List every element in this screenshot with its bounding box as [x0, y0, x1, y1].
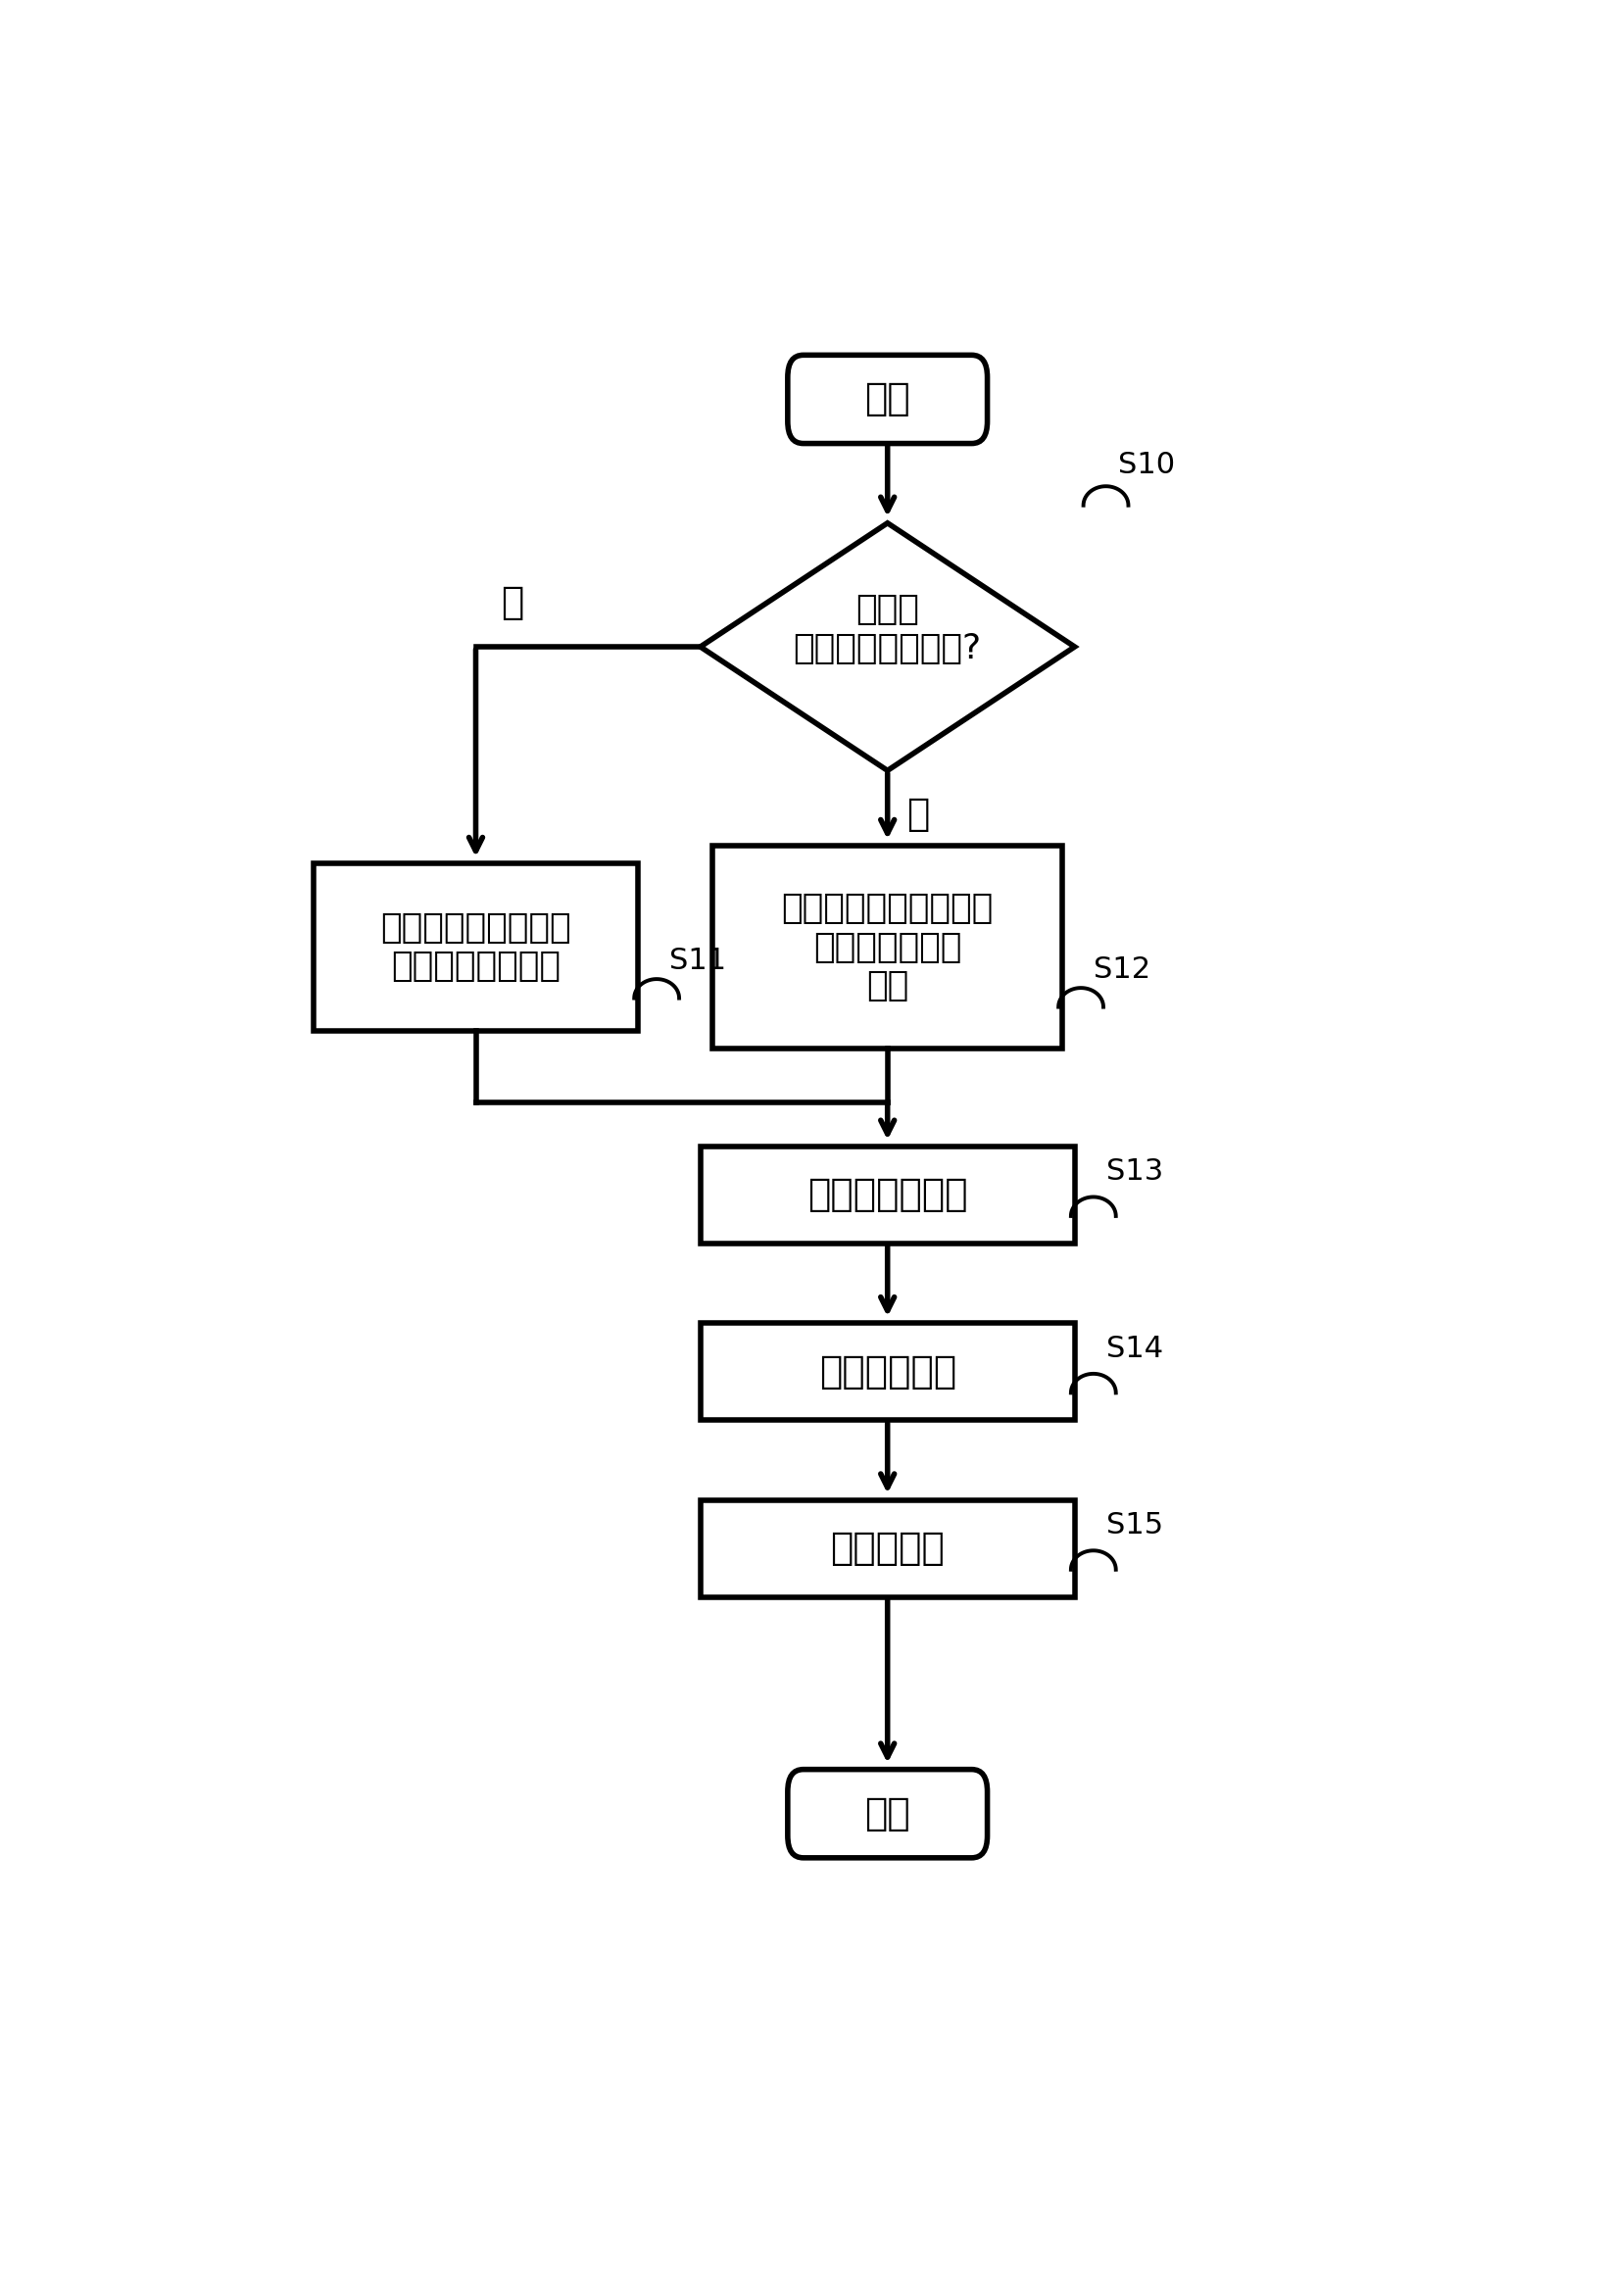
Text: S13: S13	[1106, 1157, 1162, 1187]
Bar	[700, 1146, 1075, 1244]
Text: 对各路信号编码: 对各路信号编码	[807, 1176, 968, 1215]
Text: 经天线发送: 经天线发送	[831, 1529, 945, 1568]
FancyBboxPatch shape	[787, 1770, 987, 1857]
Text: 是: 是	[501, 583, 523, 622]
Polygon shape	[700, 523, 1075, 771]
Bar	[713, 845, 1063, 1049]
FancyBboxPatch shape	[787, 356, 987, 443]
Bar	[700, 1322, 1075, 1421]
Bar	[314, 863, 638, 1031]
Text: 结束: 结束	[865, 1795, 910, 1832]
Text: 以最佳发射功率组合
控制功率放大倍数: 以最佳发射功率组合 控制功率放大倍数	[380, 912, 572, 983]
Text: 开始: 开始	[865, 381, 910, 418]
Text: S10: S10	[1119, 450, 1175, 480]
Text: 是否有
功率增益控制信号?: 是否有 功率增益控制信号?	[794, 592, 982, 666]
Bar	[700, 1499, 1075, 1598]
Text: 发射方式控制: 发射方式控制	[819, 1352, 956, 1391]
Text: S12: S12	[1093, 955, 1151, 985]
Text: S15: S15	[1106, 1511, 1162, 1541]
Text: 否: 否	[906, 797, 929, 833]
Text: 以缺省的功率组合控制
信号的功率放大
倍数: 以缺省的功率组合控制 信号的功率放大 倍数	[781, 893, 993, 1003]
Text: S14: S14	[1106, 1334, 1162, 1364]
Text: S11: S11	[670, 946, 726, 976]
